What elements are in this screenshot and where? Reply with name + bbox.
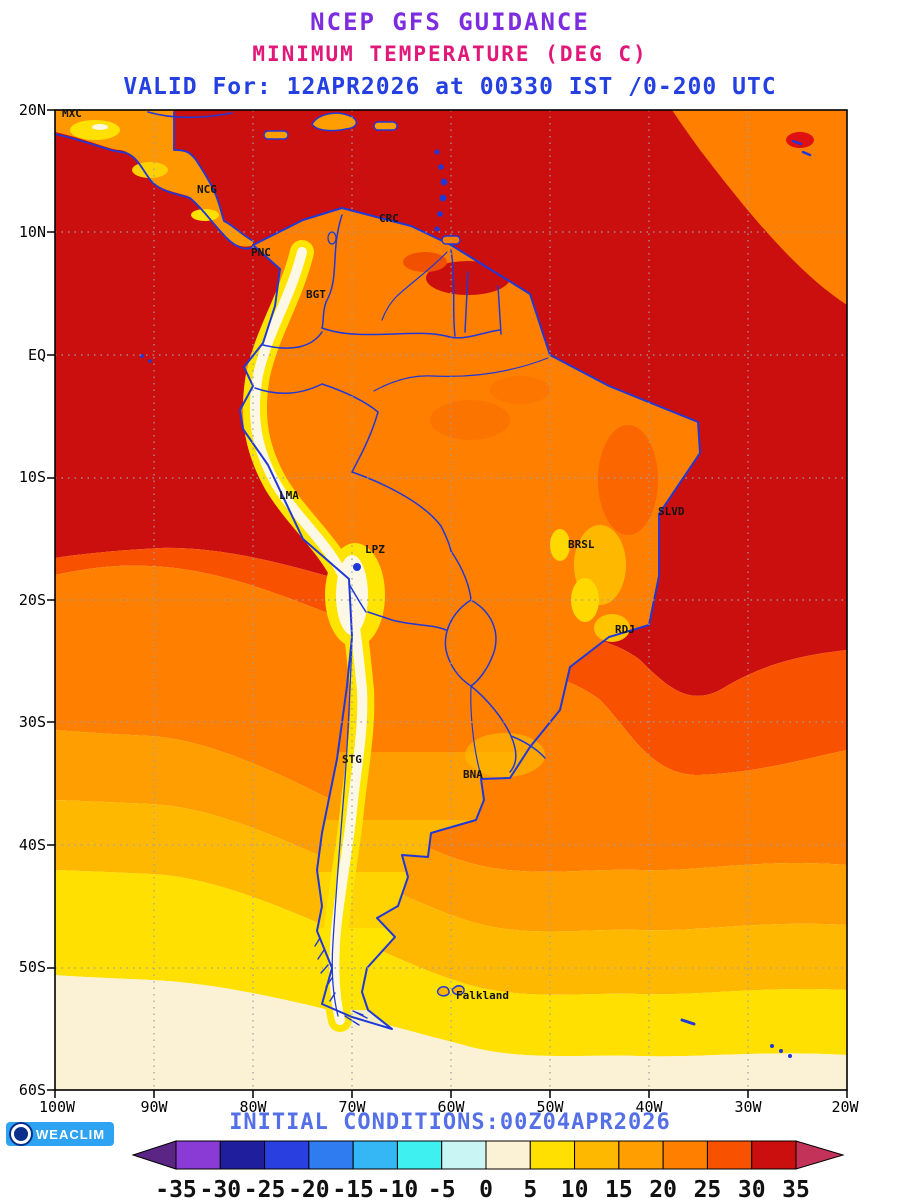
- lon-label: 90W: [140, 1098, 168, 1116]
- lon-label: 20W: [831, 1098, 859, 1116]
- colorbar-tick-label: 30: [738, 1177, 766, 1200]
- weaclim-logo-text: WEACLIM: [36, 1126, 106, 1142]
- colorbar-segment: [396, 1140, 443, 1170]
- city-label: LMA: [279, 489, 299, 502]
- lat-label: 40S: [19, 836, 46, 854]
- lon-label: 60W: [437, 1098, 465, 1116]
- lon-label: 70W: [338, 1098, 366, 1116]
- city-label: STG: [342, 753, 362, 766]
- lat-label: 60S: [19, 1081, 46, 1099]
- colorbar-segment: [618, 1140, 664, 1170]
- colorbar-segment: [441, 1140, 487, 1170]
- lon-label: 30W: [734, 1098, 762, 1116]
- lat-label: 20N: [19, 101, 46, 119]
- city-label: BGT: [306, 288, 326, 301]
- city-label: MXC: [62, 107, 82, 120]
- colorbar-tick-label: -5: [428, 1177, 456, 1200]
- axis-ticks: [47, 109, 848, 1098]
- lon-label: 80W: [239, 1098, 267, 1116]
- title-line-1: NCEP GFS GUIDANCE: [310, 8, 590, 36]
- city-label: SLVD: [658, 505, 685, 518]
- colorbar-segment: [175, 1140, 221, 1170]
- country-borders: [55, 111, 812, 1058]
- lat-label: EQ: [28, 346, 46, 364]
- lat-label: 30S: [19, 713, 46, 731]
- colorbar-tick-label: -10: [377, 1177, 419, 1200]
- lat-label: 10S: [19, 468, 46, 486]
- lat-label: 50S: [19, 958, 46, 976]
- colorbar: -35 -30 -25 -20 -15 -10 -5 0 5 10 15 20 25 30 35: [131, 1140, 845, 1200]
- colorbar-tick-label: 15: [605, 1177, 633, 1200]
- city-label: BRSL: [568, 538, 595, 551]
- colorbar-segment: [574, 1140, 620, 1170]
- colorbar-tick-label: -15: [332, 1177, 374, 1200]
- colorbar-tick-label: 10: [561, 1177, 589, 1200]
- colorbar-segment: [706, 1140, 753, 1170]
- city-label: RDJ: [615, 623, 635, 636]
- colorbar-segment: [529, 1140, 576, 1170]
- colorbar-segment: [751, 1140, 797, 1170]
- city-label: CRC: [379, 212, 399, 225]
- colorbar-tick-label: -20: [288, 1177, 330, 1200]
- lon-label: 40W: [635, 1098, 663, 1116]
- lat-labels: 20N 10N EQ 10S 20S 30S 40S 50S 60S: [19, 101, 46, 1099]
- lon-labels: 100W 90W 80W 70W 60W 50W 40W 30W 20W: [39, 1098, 860, 1116]
- colorbar-segment: [485, 1140, 531, 1170]
- weaclim-logo: WEACLIM: [6, 1122, 115, 1146]
- colorbar-segment: [662, 1140, 708, 1170]
- lat-label: 10N: [19, 223, 46, 241]
- city-label: PNC: [251, 246, 271, 259]
- colorbar-tick-label: -25: [244, 1177, 286, 1200]
- colorbar-arrow-left: [131, 1140, 177, 1170]
- colorbar-tick-label: 0: [479, 1177, 493, 1200]
- colorbar-segment: [219, 1140, 266, 1170]
- lon-label: 50W: [536, 1098, 564, 1116]
- city-label: BNA: [463, 768, 483, 781]
- colorbar-segment: [352, 1140, 398, 1170]
- colorbar-tick-label: 20: [649, 1177, 677, 1200]
- city-label: Falkland: [456, 989, 509, 1002]
- weaclim-logo-icon: [11, 1124, 31, 1144]
- city-labels: MXC NCG CRC PNC BGT LMA LPZ SLVD BRSL RD…: [62, 107, 685, 1002]
- title-line-2: MINIMUM TEMPERATURE (DEG C): [252, 42, 648, 66]
- lat-label: 20S: [19, 591, 46, 609]
- colorbar-tick-label: -30: [200, 1177, 242, 1200]
- colorbar-segment: [264, 1140, 310, 1170]
- graticule: [55, 110, 847, 1090]
- colorbar-segment: [308, 1140, 354, 1170]
- colorbar-arrow-right: [795, 1140, 845, 1170]
- lon-label: 100W: [39, 1098, 76, 1116]
- colorbar-tick-label: -35: [155, 1177, 197, 1200]
- initial-conditions-text: INITIAL CONDITIONS:00Z04APR2026: [229, 1110, 671, 1135]
- colorbar-tick-label: 5: [523, 1177, 537, 1200]
- colorbar-tick-label: 25: [694, 1177, 722, 1200]
- city-label: NCG: [197, 183, 217, 196]
- city-label: LPZ: [365, 543, 385, 556]
- colorbar-tick-label: 35: [782, 1177, 810, 1200]
- title-line-3: VALID For: 12APR2026 at 00330 IST /0-200…: [123, 74, 777, 100]
